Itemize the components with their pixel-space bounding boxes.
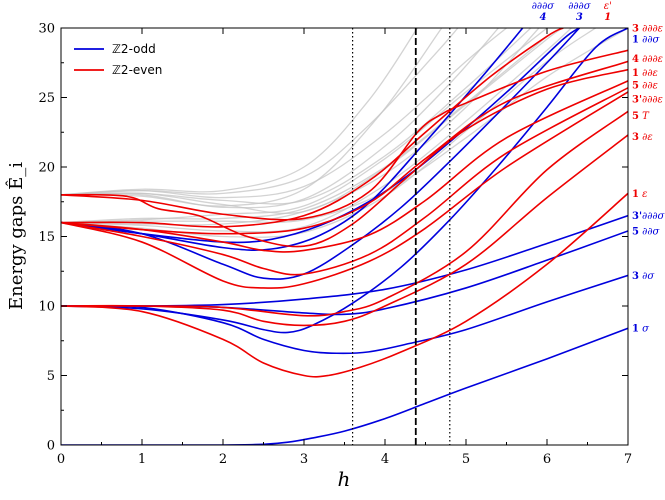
right-state-label: 1 ∂∂σ: [632, 35, 660, 46]
top-state-label-number: 3: [576, 12, 583, 23]
right-state-label-name: ∂∂∂ε: [639, 54, 663, 65]
y-tick-label: 5: [47, 369, 55, 384]
right-state-label-number: 1: [632, 189, 639, 200]
top-state-label-name: ∂∂∂σ: [532, 1, 556, 12]
y-tick-label: 15: [38, 230, 55, 245]
series-line-other-29: [61, 28, 443, 207]
right-state-label: 1 ε: [632, 189, 648, 200]
right-state-label: 5 T: [632, 111, 650, 122]
series-line-other-27: [61, 28, 540, 226]
right-state-label-name: T: [639, 111, 650, 122]
right-state-label-number: 3: [632, 271, 639, 282]
series-line-other-19: [61, 28, 532, 205]
legend-label-odd: ℤ2-odd: [112, 42, 156, 56]
x-tick-label: 2: [219, 452, 227, 467]
right-state-label-name: ε: [639, 189, 648, 200]
series-line-even-15: [61, 60, 628, 235]
y-tick-label: 25: [38, 91, 55, 106]
legend: ℤ2-odd ℤ2-even: [74, 42, 162, 77]
right-state-label-number: 3: [632, 24, 639, 35]
series-line-even-9: [61, 134, 628, 327]
right-state-label-name: ∂∂∂ε: [642, 94, 663, 105]
right-state-label: 3'∂∂∂ε: [632, 94, 663, 105]
series-line-odd-6: [61, 28, 628, 334]
y-tick-label: 30: [38, 22, 55, 37]
x-tick-label: 1: [138, 452, 146, 467]
right-state-label: 1 σ: [632, 324, 650, 335]
series-line-other-21: [61, 28, 459, 196]
y-axis-label: Energy gaps Ê_i: [4, 162, 27, 310]
x-axis-label: h: [338, 467, 351, 491]
y-tick-label: 0: [47, 439, 55, 454]
top-state-label-name: ∂∂∂σ: [568, 1, 592, 12]
series-line-odd-0: [61, 327, 628, 445]
series-line-even-10: [61, 110, 628, 317]
right-state-label: 5 ∂∂ε: [632, 80, 658, 91]
x-tick-label: 3: [300, 452, 308, 467]
right-state-label-name: ∂ε: [639, 132, 653, 143]
x-tick-label: 4: [381, 452, 389, 467]
right-state-label: 3 ∂σ: [632, 271, 655, 282]
right-state-label-name: σ: [639, 324, 650, 335]
series-line-even-11: [61, 91, 628, 289]
top-state-label-number: 1: [604, 12, 611, 23]
right-state-label-number: 3: [632, 132, 639, 143]
right-state-label: 3'∂∂∂σ: [632, 211, 665, 222]
right-state-label-number: 4: [632, 54, 639, 65]
gray-series-group: [61, 28, 628, 238]
series-line-other-22: [61, 28, 418, 196]
series-line-other-28: [61, 28, 499, 209]
right-state-label-name: ∂σ: [639, 271, 655, 282]
series-line-even-14: [61, 68, 628, 248]
top-state-labels: ∂∂∂σ4∂∂∂σ3ε'1: [532, 1, 612, 23]
vertical-marker-lines: [352, 28, 451, 445]
series-line-even-8: [61, 192, 628, 378]
legend-label-even: ℤ2-even: [112, 63, 162, 77]
axis-ticks: 0 1 2 3 4 5 6 7 0 5 10 15 20 25 30: [38, 22, 632, 468]
x-tick-label: 6: [543, 452, 551, 467]
right-state-label-number: 5: [632, 226, 639, 237]
right-state-label: 4 ∂∂∂ε: [632, 54, 663, 65]
series-line-other-23: [61, 28, 548, 224]
series-line-even-12: [61, 87, 628, 276]
series-line-even-13: [61, 80, 628, 253]
series-line-even-16: [61, 49, 628, 221]
x-tick-label: 7: [624, 452, 632, 467]
series-line-other-30: [61, 28, 628, 224]
right-state-label-name: ∂∂∂ε: [639, 24, 663, 35]
right-state-label-name: ∂∂∂σ: [642, 211, 665, 222]
x-tick-label: 5: [462, 452, 470, 467]
x-tick-label: 0: [57, 452, 65, 467]
y-tick-label: 20: [38, 161, 55, 176]
right-state-label-number: 5: [632, 80, 639, 91]
top-state-label-name: ε': [604, 1, 612, 12]
series-line-odd-4: [61, 28, 580, 244]
right-state-label-number: 3': [632, 94, 642, 105]
right-state-label-name: ∂∂ε: [639, 68, 658, 79]
right-state-label-number: 5: [632, 111, 639, 122]
y-tick-label: 10: [38, 300, 55, 315]
series-line-even-17: [61, 28, 564, 228]
right-state-label-name: ∂∂ε: [639, 80, 658, 91]
right-state-label: 1 ∂∂ε: [632, 68, 658, 79]
right-state-label-name: ∂∂σ: [639, 35, 661, 46]
top-state-label-number: 4: [539, 12, 546, 23]
right-state-label: 3 ∂∂∂ε: [632, 24, 663, 35]
right-state-label-number: 1: [632, 324, 639, 335]
right-state-label: 3 ∂ε: [632, 132, 653, 143]
right-state-label-number: 1: [632, 35, 639, 46]
right-state-label-name: ∂∂σ: [639, 226, 661, 237]
right-state-labels: 1 ∂∂σ3 ∂∂∂ε4 ∂∂∂ε1 ∂∂ε5 ∂∂ε3'∂∂∂ε5 T3 ∂ε…: [632, 24, 665, 335]
colored-series-group: [61, 28, 628, 445]
right-state-label: 5 ∂∂σ: [632, 226, 660, 237]
right-state-label-number: 3': [632, 211, 642, 222]
right-state-label-number: 1: [632, 68, 639, 79]
